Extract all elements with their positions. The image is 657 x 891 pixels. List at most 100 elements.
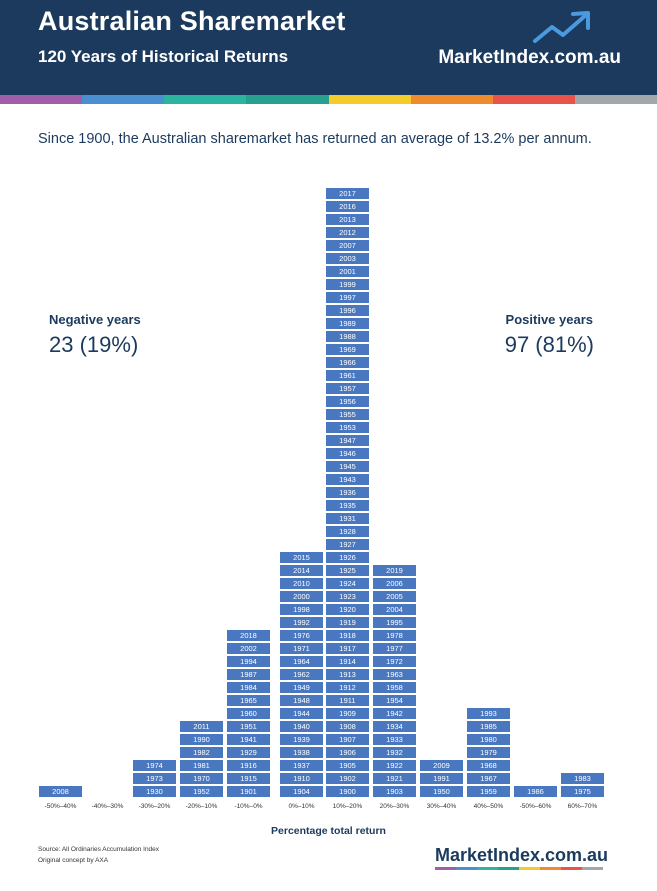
year-box: 1998 [280, 604, 323, 615]
x-tick-label: 30%–40% [426, 803, 457, 810]
intro-text: Since 1900, the Australian sharemarket h… [38, 131, 592, 147]
year-box: 1912 [326, 682, 369, 693]
year-box: 2011 [180, 721, 223, 732]
year-box: 1932 [373, 747, 416, 758]
year-box: 1987 [227, 669, 270, 680]
color-strip [0, 95, 657, 104]
year-box: 1981 [180, 760, 223, 771]
year-box: 1955 [326, 409, 369, 420]
year-box: 1906 [326, 747, 369, 758]
year-box: 1971 [280, 643, 323, 654]
year-box: 1922 [373, 760, 416, 771]
year-box: 1948 [280, 695, 323, 706]
year-box: 1901 [227, 786, 270, 797]
year-box: 1916 [227, 760, 270, 771]
year-box: 1937 [280, 760, 323, 771]
year-box: 1995 [373, 617, 416, 628]
x-tick-label: 60%–70% [567, 803, 598, 810]
year-box: 1907 [326, 734, 369, 745]
year-box: 1949 [280, 682, 323, 693]
year-box: 1985 [467, 721, 510, 732]
year-box: 1904 [280, 786, 323, 797]
brand-name[interactable]: MarketIndex.com.au [438, 47, 621, 68]
negative-years-value: 23 (19%) [49, 332, 139, 357]
year-box: 2004 [373, 604, 416, 615]
year-box: 1928 [326, 526, 369, 537]
year-box: 1943 [326, 474, 369, 485]
year-box: 1911 [326, 695, 369, 706]
page-subtitle: 120 Years of Historical Returns [38, 47, 289, 66]
strip-segment [328, 95, 411, 104]
year-box: 1908 [326, 721, 369, 732]
year-box: 1914 [326, 656, 369, 667]
year-box: 1951 [227, 721, 270, 732]
year-box: 1900 [326, 786, 369, 797]
year-box: 1958 [373, 682, 416, 693]
year-box: 1926 [326, 552, 369, 563]
footer-color-strip [435, 867, 603, 870]
year-box: 1936 [326, 487, 369, 498]
source-note: Source: All Ordinaries Accumulation Inde… [38, 846, 160, 853]
year-box: 1924 [326, 578, 369, 589]
year-box: 1925 [326, 565, 369, 576]
year-box: 1945 [326, 461, 369, 472]
year-box: 1913 [326, 669, 369, 680]
year-box: 2014 [280, 565, 323, 576]
year-box: 2001 [326, 266, 369, 277]
strip-segment [498, 867, 519, 870]
x-tick-label: 20%–30% [379, 803, 410, 810]
year-box: 1923 [326, 591, 369, 602]
positive-years-label: Positive years [505, 312, 593, 327]
year-box: 1915 [227, 773, 270, 784]
year-box: 1980 [467, 734, 510, 745]
year-box: 1934 [373, 721, 416, 732]
page-title: Australian Sharemarket [38, 6, 346, 36]
year-box: 1939 [280, 734, 323, 745]
year-box: 1944 [280, 708, 323, 719]
year-box: 1977 [373, 643, 416, 654]
year-box: 1905 [326, 760, 369, 771]
year-box: 1969 [326, 344, 369, 355]
year-box: 1991 [420, 773, 463, 784]
strip-segment [492, 95, 575, 104]
year-box: 1910 [280, 773, 323, 784]
year-box: 1970 [180, 773, 223, 784]
year-box: 1921 [373, 773, 416, 784]
strip-segment [456, 867, 477, 870]
strip-segment [0, 95, 83, 104]
year-box: 2016 [326, 201, 369, 212]
year-box: 1965 [227, 695, 270, 706]
year-box: 1997 [326, 292, 369, 303]
footer-brand[interactable]: MarketIndex.com.au [435, 845, 609, 865]
year-box: 1909 [326, 708, 369, 719]
strip-segment [561, 867, 582, 870]
year-box: 1941 [227, 734, 270, 745]
year-box: 1903 [373, 786, 416, 797]
header-banner: Australian Sharemarket 120 Years of Hist… [0, 0, 657, 95]
strip-segment [164, 95, 247, 104]
x-tick-label: -50%–40% [44, 803, 77, 810]
year-box: 2018 [227, 630, 270, 641]
strip-segment [540, 867, 561, 870]
year-box: 1974 [133, 760, 176, 771]
strip-segment [582, 867, 603, 870]
year-box: 1973 [133, 773, 176, 784]
year-box: 1961 [326, 370, 369, 381]
year-box: 2000 [280, 591, 323, 602]
year-box: 2006 [373, 578, 416, 589]
year-box: 1918 [326, 630, 369, 641]
year-box: 1962 [280, 669, 323, 680]
year-box: 2017 [326, 188, 369, 199]
year-box: 1993 [467, 708, 510, 719]
year-box: 1902 [326, 773, 369, 784]
year-box: 1963 [373, 669, 416, 680]
year-box: 1942 [373, 708, 416, 719]
year-box: 1982 [180, 747, 223, 758]
year-box: 1975 [561, 786, 604, 797]
year-box: 2010 [280, 578, 323, 589]
year-box: 1986 [514, 786, 557, 797]
strip-segment [435, 867, 456, 870]
year-box: 1972 [373, 656, 416, 667]
year-box: 1917 [326, 643, 369, 654]
year-box: 1984 [227, 682, 270, 693]
